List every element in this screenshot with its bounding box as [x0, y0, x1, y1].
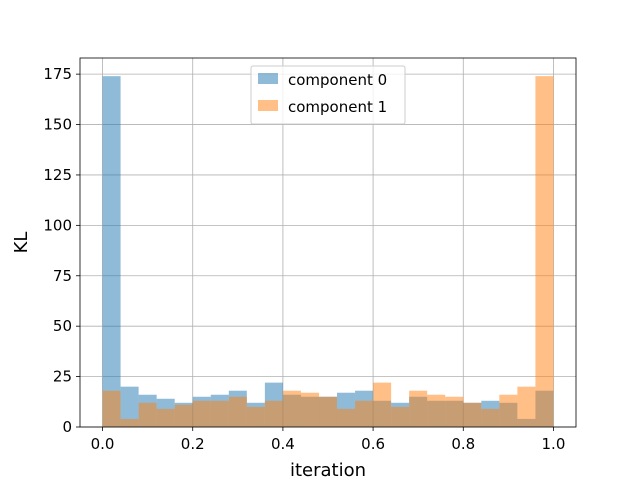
bar-component-1: [174, 404, 193, 427]
y-tick-label: 100: [43, 216, 72, 234]
bar-component-1: [391, 406, 410, 427]
histogram-bars: [102, 76, 554, 428]
axis-ticks: 0.0 0.2 0.4 0.6 0.8 1.0 0 25 50 75 100 125 150 175: [43, 65, 565, 453]
legend-label-component-0: component 0: [288, 71, 387, 89]
y-tick-label: 25: [53, 368, 72, 386]
y-tick-label: 175: [43, 65, 72, 83]
bar-component-1: [517, 386, 536, 427]
bar-component-1: [463, 402, 482, 427]
bar-component-1: [246, 406, 265, 427]
bar-component-1: [156, 408, 175, 427]
bar-component-1: [120, 418, 139, 427]
legend: component 0 component 1: [250, 65, 406, 125]
x-tick-label: 0.8: [451, 435, 475, 453]
legend-label-component-1: component 1: [288, 98, 387, 116]
legend-swatch-component-0: [258, 73, 278, 84]
x-tick-label: 0.4: [271, 435, 295, 453]
bar-component-1: [300, 392, 319, 427]
x-tick-label: 0.2: [181, 435, 205, 453]
bar-component-0: [102, 76, 121, 428]
plot-frame: [79, 57, 577, 428]
bar-component-1: [337, 408, 356, 427]
bar-component-1: [102, 390, 121, 427]
y-tick-label: 150: [43, 116, 72, 134]
bar-component-1: [481, 408, 500, 427]
y-tick-label: 75: [53, 267, 72, 285]
bar-component-1: [373, 382, 392, 427]
x-tick-label: 0.0: [91, 435, 115, 453]
y-tick-label: 125: [43, 166, 72, 184]
y-axis-label: KL: [11, 232, 32, 254]
y-tick-label: 50: [53, 317, 72, 335]
bar-component-1: [138, 402, 157, 427]
x-axis-label: iteration: [290, 460, 366, 480]
x-tick-label: 1.0: [542, 435, 566, 453]
bar-component-1: [499, 394, 518, 427]
bar-component-1: [355, 400, 374, 427]
bar-component-1: [409, 390, 428, 427]
y-tick-label: 0: [62, 418, 72, 436]
bar-component-1: [445, 396, 464, 427]
bar-component-1: [264, 400, 283, 427]
bar-component-1: [427, 394, 446, 427]
bar-component-1: [318, 396, 338, 427]
bar-component-1: [282, 390, 301, 427]
bar-component-1: [535, 76, 554, 428]
legend-swatch-component-1: [258, 100, 278, 111]
x-tick-label: 0.6: [361, 435, 385, 453]
bar-component-1: [210, 400, 229, 427]
bar-component-1: [192, 400, 211, 427]
bar-component-0: [120, 386, 139, 427]
legend-box: [250, 65, 406, 125]
bar-component-1: [228, 396, 247, 427]
